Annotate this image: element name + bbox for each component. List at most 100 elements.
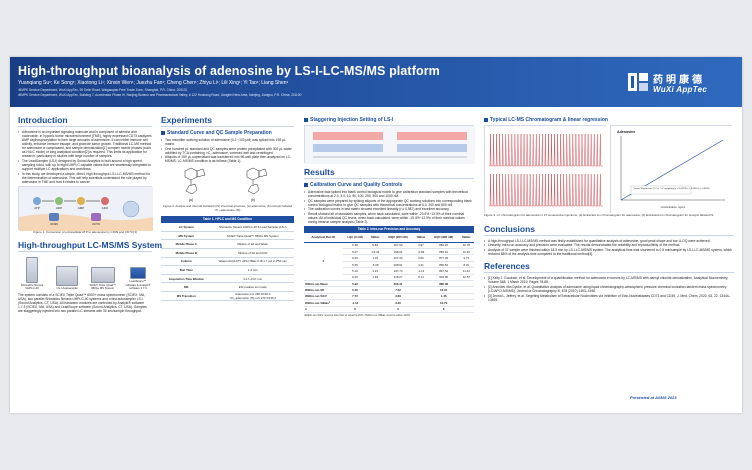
table-2-cell: 6 bbox=[428, 306, 459, 313]
structure-label-a: (a) bbox=[189, 198, 193, 202]
inset-title: Adenosine bbox=[617, 130, 635, 134]
table-2-cell: 12.91 bbox=[428, 286, 459, 294]
conclusions-bullet: Linearity, intra-run accuracy and precis… bbox=[484, 243, 734, 247]
instrument-label: Shimadzu Nexera UHPLC-40 bbox=[20, 282, 44, 291]
table-2-cell: 218.27 bbox=[382, 274, 414, 282]
table-2-row: 5.65 -5.08 208.61 4.41 866.54 8.32 bbox=[304, 261, 474, 269]
figure-label-cd39: CD39 bbox=[50, 222, 58, 226]
intro-bullet: In this study, we developed a simple, di… bbox=[18, 172, 152, 184]
results-bullets: Adenosine was spiked into blank control … bbox=[304, 190, 474, 224]
table-1-label: Run Time bbox=[161, 265, 212, 275]
instrument-label: LS-I Autosampler bbox=[56, 286, 79, 291]
conclusions-bullets: A high-throughput LS-I-LC-MS/MS method w… bbox=[484, 239, 734, 256]
instrument-uhplc: Shimadzu Nexera UHPLC-40 bbox=[18, 256, 46, 291]
table-2-cell bbox=[413, 280, 429, 288]
results-bullet: The calibration curves in test matrix sh… bbox=[304, 207, 474, 211]
chromatogram-figure: Adenosine "Linear" Regression ("1 / (x *… bbox=[484, 125, 734, 214]
table-1-value: Mixture of FA and Water bbox=[211, 239, 294, 249]
table-2-cell bbox=[367, 286, 383, 294]
table-1-label: Acquisition Time Window bbox=[161, 274, 212, 284]
table-2-row: Within-run Mean 5.93 206.41 885.08 bbox=[304, 280, 474, 288]
table-2-cell bbox=[458, 293, 474, 301]
software-screen-icon bbox=[129, 267, 146, 280]
instrument-ls-i: LS-I Autosampler bbox=[53, 266, 81, 290]
table-2-cell: 3.97 bbox=[413, 242, 429, 250]
experiments-subheading: Standard Curve and QC Sample Preparation bbox=[161, 130, 294, 136]
instrument-software: LeadScope™ software & Analyst® software … bbox=[124, 267, 152, 290]
table-1-label: Mobile Phase B bbox=[161, 248, 212, 258]
table-2-cell bbox=[367, 299, 383, 307]
table-1-row: Column Waters ACQUITY UPLC BEH C18 1.7 μm… bbox=[161, 257, 294, 267]
table-2-header: MQC (200 nM) bbox=[382, 233, 414, 243]
table-2-row: Within-run %Bias² -1.13 3.20 10.79 bbox=[304, 299, 474, 307]
logo-english-text: WuXi AppTec bbox=[653, 85, 708, 94]
table-2-cell: 3.69 bbox=[382, 293, 414, 301]
references-heading: References bbox=[484, 261, 734, 274]
platform-heading: High-throughput LC-MS/MS System bbox=[18, 239, 163, 252]
results-subheading: Calibration Curve and Quality Controls bbox=[304, 182, 474, 188]
table-2-row: Within-run SD 0.46 7.62 12.91 bbox=[304, 286, 474, 294]
table-2-cell: 877.39 bbox=[428, 254, 459, 262]
table-2-cell bbox=[413, 293, 429, 301]
table-2-cell: 885.08 bbox=[428, 280, 459, 288]
table-2-cell: 9.73 bbox=[458, 254, 474, 262]
table-2-cell bbox=[367, 306, 383, 313]
table-2-cell: -0.99 bbox=[413, 248, 429, 256]
figure-label-adp: ADP bbox=[56, 206, 62, 210]
table-2-cell: 0.46 bbox=[342, 286, 368, 294]
reference-item: [3] Jenna L. Jeffrey, et al. Targeting M… bbox=[484, 294, 734, 302]
table-2-row: 5.07 -15.44 198.01 -0.99 883.61 10.45 bbox=[304, 248, 474, 256]
table-2-cell: Within-run %Bias² bbox=[304, 299, 343, 307]
results-bullet: Result showed all of standards samples, … bbox=[304, 212, 474, 224]
structure-label-b: (b) bbox=[251, 198, 255, 202]
table-2-cell: 897.54 bbox=[428, 267, 459, 275]
poster-header: High-throughput bioanalysis of adenosine… bbox=[10, 57, 742, 107]
chemical-structures-diagram: (a) (b) bbox=[184, 167, 268, 202]
figure-label-ado: ADO bbox=[102, 206, 109, 210]
table-2-cell: 902.95 bbox=[428, 274, 459, 282]
column-intro: Introduction Adenosine is an important s… bbox=[18, 115, 163, 313]
table-2-cell: 866.54 bbox=[428, 261, 459, 269]
table-1-value: ESI positive ion mode bbox=[211, 282, 294, 292]
calibration-panel: Adenosine "Linear" Regression ("1 / (x *… bbox=[610, 125, 733, 214]
table-1-label: Mobile Phase A bbox=[161, 239, 212, 249]
affiliation-1: ¹BMPK Service Department, WuXi AppTec, 9… bbox=[18, 88, 188, 92]
table-2-cell: 5.65 bbox=[342, 261, 368, 269]
table-1-label: LC System bbox=[161, 222, 212, 232]
table-2-cell: 1.46 bbox=[428, 293, 459, 301]
chromatogram-panel bbox=[484, 125, 607, 214]
table-2-header: %Bias bbox=[413, 233, 429, 243]
figure-1-atp-pathway: ATP ADP AMP ADO CD39 CD73 bbox=[18, 185, 153, 231]
chromatogram-heading: Typical LC-MS Chromatogram & linear regr… bbox=[484, 117, 734, 123]
table-2-row: Within-run %CV 7.72 3.69 1.46 bbox=[304, 293, 474, 301]
stagger-heading: Staggering Injection Setting of LS-I bbox=[304, 117, 474, 123]
column-conclusions: Typical LC-MS Chromatogram & linear regr… bbox=[484, 115, 734, 302]
table-2-cell bbox=[458, 306, 474, 313]
table-2-cell: 3.13 bbox=[367, 267, 383, 275]
table-2-cell: 5.07 bbox=[342, 248, 368, 256]
table-2-cell: n bbox=[304, 306, 343, 313]
table-2-cell: Within-run Mean bbox=[304, 280, 343, 288]
experiments-bullet: Two microliter working solution of adeno… bbox=[161, 138, 294, 146]
stagger-injection-diagram bbox=[304, 125, 475, 164]
table-2-cell bbox=[413, 286, 429, 294]
table-2-cell: 6.38 bbox=[342, 242, 368, 250]
affiliation-2: ²BMPK Service Department, WuXi AppTec, B… bbox=[18, 93, 302, 97]
table-2-title: Table 2. Intra-run Precision and Accurac… bbox=[304, 226, 474, 234]
table-2-cell bbox=[458, 299, 474, 307]
table-1-value: Adenosine m/z 268.0/136.0 ¹³C₅-adenosine… bbox=[211, 291, 294, 301]
presented-at-label: Presented at ASMS 2023 bbox=[630, 395, 677, 400]
table-2-cell: 198.01 bbox=[382, 248, 414, 256]
figure-2-caption: Figure 2. Analyte and internal standard … bbox=[162, 204, 293, 212]
table-2-cell: 6 bbox=[382, 306, 414, 313]
results-heading: Results bbox=[304, 167, 474, 179]
reference-item: [2] Annelies Van Dycke, et al. Quantitat… bbox=[484, 285, 734, 293]
table-2-cell: 1.04 bbox=[367, 254, 383, 262]
table-2-cell bbox=[367, 280, 383, 288]
table-2-row: 5.10 3.13 197.74 -1.13 897.54 11.44 bbox=[304, 267, 474, 275]
logo-mark-icon bbox=[628, 73, 648, 91]
table-2-header: HQC (800 nM) bbox=[428, 233, 459, 243]
table-2-row: 6.06 1.04 207.30 3.65 877.39 9.73 bbox=[304, 254, 474, 262]
instrument-ms: SCIEX Triple Quad™ 6500+ MS System bbox=[89, 266, 117, 291]
